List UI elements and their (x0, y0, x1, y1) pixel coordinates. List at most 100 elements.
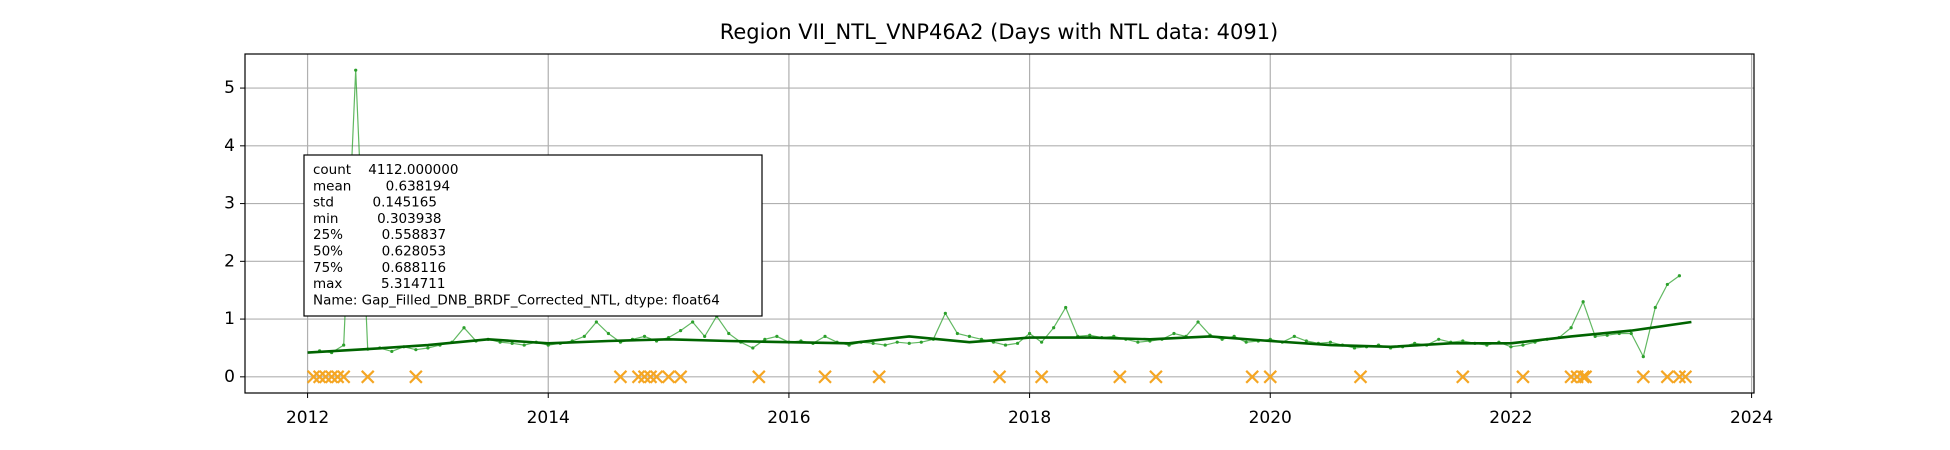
missing-marker (330, 370, 345, 384)
raw-point (1052, 326, 1056, 330)
raw-point (763, 337, 767, 341)
x-tick-label: 2012 (286, 408, 329, 428)
y-tick-label: 3 (224, 194, 235, 214)
raw-point (703, 334, 707, 339)
missing-marker (324, 370, 339, 384)
plot-frame (244, 53, 1755, 394)
raw-point (1088, 333, 1092, 337)
missing-marker (1263, 370, 1278, 384)
raw-point (871, 341, 875, 345)
missing-marker (1245, 370, 1259, 384)
raw-point (1352, 346, 1357, 350)
stats-line: 50% 0.628053 (313, 244, 446, 260)
missing-marker (1034, 370, 1049, 384)
raw-point (606, 331, 611, 336)
y-tick-label: 5 (224, 78, 235, 98)
missing-marker (818, 370, 832, 384)
raw-point (751, 346, 755, 350)
missing-marker (1678, 370, 1693, 384)
raw-point (1328, 340, 1333, 344)
stats-line: count 4112.000000 (313, 162, 458, 178)
missing-marker (1113, 370, 1127, 384)
missing-marker (1456, 370, 1470, 384)
raw-point (1027, 331, 1032, 336)
raw-point (1015, 341, 1020, 345)
chart-title: Region VII_NTL_VNP46A2 (Days with NTL da… (720, 20, 1279, 45)
stats-line: mean 0.638194 (313, 178, 450, 194)
y-tick-label: 4 (224, 136, 235, 156)
missing-marker (336, 370, 351, 384)
stats-line: std 0.145165 (313, 195, 437, 211)
raw-point (1665, 282, 1669, 287)
raw-point (426, 346, 430, 350)
missing-marker (631, 370, 646, 384)
raw-point (1641, 355, 1645, 359)
missing-marker (1672, 370, 1687, 384)
raw-point (1172, 331, 1176, 336)
raw-point (522, 343, 526, 347)
raw-point (1304, 339, 1308, 343)
raw-point (1292, 334, 1296, 339)
raw-point (1593, 334, 1597, 339)
raw-point (582, 334, 586, 339)
x-tick-label: 2020 (1249, 408, 1292, 428)
missing-marker (872, 370, 886, 384)
x-tick-label: 2016 (767, 408, 810, 428)
raw-point (1521, 343, 1525, 347)
stats-line: max 5.314711 (313, 276, 445, 292)
stats-line: min 0.303938 (313, 211, 442, 227)
missing-marker (661, 370, 676, 384)
raw-point (1437, 337, 1441, 341)
raw-point (967, 334, 972, 339)
y-tick-label: 2 (224, 251, 235, 271)
missing-marker (360, 370, 375, 384)
missing-marker (643, 370, 658, 384)
raw-point (390, 349, 394, 354)
missing-marker (1636, 370, 1651, 384)
raw-point (1629, 331, 1633, 336)
stats-line: Name: Gap_Filled_DNB_BRDF_Corrected_NTL,… (313, 292, 720, 308)
raw-point (1064, 305, 1068, 310)
y-tick-label: 1 (224, 309, 235, 329)
raw-point (1569, 326, 1573, 330)
stats-line: 75% 0.688116 (313, 260, 446, 276)
raw-point (1605, 333, 1609, 337)
raw-point (679, 329, 683, 333)
x-tick-label: 2022 (1489, 408, 1532, 428)
x-tick-label: 2014 (527, 408, 570, 428)
missing-marker (1353, 370, 1368, 384)
missing-marker (312, 370, 327, 384)
missing-marker (1576, 370, 1590, 384)
missing-marker (1149, 370, 1163, 384)
raw-point (955, 331, 959, 336)
missing-marker (992, 370, 1007, 384)
raw-point (691, 320, 695, 324)
missing-marker (673, 370, 688, 384)
missing-marker (649, 370, 664, 384)
raw-point (895, 340, 899, 344)
raw-point (727, 331, 731, 336)
raw-point (883, 343, 887, 347)
raw-point (1461, 339, 1465, 343)
raw-point (943, 311, 947, 315)
raw-point (594, 320, 598, 324)
missing-marker (752, 370, 766, 384)
missing-marker (306, 370, 321, 384)
stats-box (303, 154, 763, 317)
missing-marker (613, 370, 628, 384)
raw-point (823, 334, 827, 339)
raw-point (907, 341, 911, 345)
raw-point (1653, 305, 1657, 310)
missing-marker (637, 370, 652, 384)
raw-point (1581, 300, 1585, 304)
raw-point (1244, 340, 1248, 344)
stats-line: 25% 0.558837 (313, 227, 446, 243)
missing-marker (1660, 370, 1675, 384)
raw-point (1136, 340, 1140, 344)
raw-point (1677, 274, 1681, 278)
x-tick-label: 2018 (1008, 408, 1051, 428)
raw-point (414, 348, 418, 352)
raw-point (510, 341, 514, 345)
